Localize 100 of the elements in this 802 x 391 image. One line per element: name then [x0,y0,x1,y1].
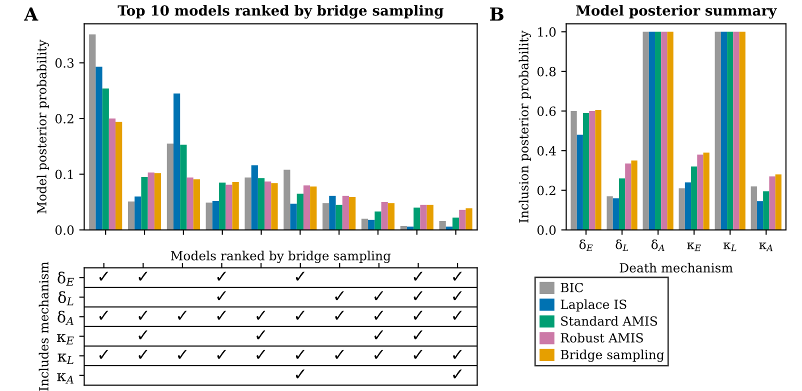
legend-label: BIC [560,282,584,292]
y-tick-label: 1.0 [538,27,556,37]
x-tick-label: κ$_{L}$ [723,242,736,252]
bar [303,185,310,230]
bar [186,178,194,230]
bar [655,32,662,230]
bar [271,183,278,230]
y-axis-title: Includes mechanism [38,262,48,391]
text: ✓ [453,350,462,359]
bar [141,177,148,230]
x-tick-label: κ$_{E}$ [687,242,701,252]
bar [439,220,446,230]
y-tick-label: κ$_{A}$ [57,373,74,384]
bar [727,32,734,230]
legend-label: Robust AMIS [560,332,643,343]
y-tick-label: δ$_{E}$ [58,272,74,286]
bar [284,170,290,230]
bar [212,200,220,230]
text: ✓ [374,330,384,340]
bar [775,174,782,230]
bar [648,32,656,230]
y-tick-label: 0.2 [537,186,556,196]
bar [388,203,395,230]
bar [128,202,135,230]
bar [154,173,162,230]
x-axis-title: Models ranked by bridge sampling [170,250,391,264]
y-tick-label: κ$_{L}$ [58,354,74,364]
text: ✓ [138,310,148,320]
bar [733,32,740,230]
bar [361,218,368,230]
x-tick-label: δ$_{A}$ [652,240,664,252]
bar [426,204,434,230]
bar [582,113,590,230]
x-axis-title: Death mechanism [620,262,733,273]
bar [329,196,336,230]
bar [108,118,116,230]
bar [102,88,109,230]
chart-title: Model posterior summary [576,4,777,19]
bar [116,122,122,230]
bar [612,198,619,230]
x-tick-label: δ$_{E}$ [579,240,593,252]
bar [684,182,692,230]
text: ✓ [414,272,422,281]
bar [642,32,649,230]
bar [595,110,602,230]
text: ✓ [296,350,304,359]
text: ✓ [374,291,384,300]
text: ✓ [138,330,148,340]
y-tick-label: 0.2 [55,114,74,124]
bar [296,194,304,230]
y-tick-label: 0.8 [537,66,556,76]
bar [310,186,317,230]
bar [381,202,388,230]
bar [625,164,632,230]
x-tick-label: δ$_{L}$ [616,240,628,252]
bar [348,197,356,230]
text: ✓ [256,330,266,340]
text: ✓ [296,272,304,281]
text: ✓ [99,310,108,320]
bar [631,160,638,230]
text: ✓ [335,291,344,300]
bar [336,204,342,230]
bar [678,188,685,230]
bar [219,182,226,230]
bar [322,203,330,230]
text: ✓ [414,350,422,359]
bar [720,32,728,230]
bar [750,186,757,230]
bar [756,201,764,230]
bar [290,204,297,230]
chart-title: Top 10 models ranked by bridge sampling [118,4,444,19]
text: ✓ [178,310,187,320]
text: B [490,7,504,21]
bar [661,32,668,230]
bar [258,178,265,230]
text: ✓ [453,272,462,281]
y-axis-title: Model posterior probability [36,40,50,214]
bar [193,179,200,230]
bar [452,218,460,230]
bar [697,154,704,230]
bar [374,212,382,230]
bar [96,66,102,230]
bar [342,196,349,230]
text: ✓ [99,272,108,281]
y-tick-label: κ$_{E}$ [56,334,74,344]
bar [606,196,613,230]
text: ✓ [414,330,422,340]
bar [89,34,96,230]
text: ✓ [453,369,462,378]
bar [180,144,187,230]
text: ✓ [296,369,304,378]
text: ✓ [374,350,384,359]
bar [466,208,472,230]
bar [714,32,721,230]
bar [618,178,626,230]
y-tick-label: 0.0 [537,225,556,235]
bar [174,93,180,230]
y-tick-label: δ$_{L}$ [58,291,74,306]
text: ✓ [335,310,344,320]
text: ✓ [217,291,226,300]
